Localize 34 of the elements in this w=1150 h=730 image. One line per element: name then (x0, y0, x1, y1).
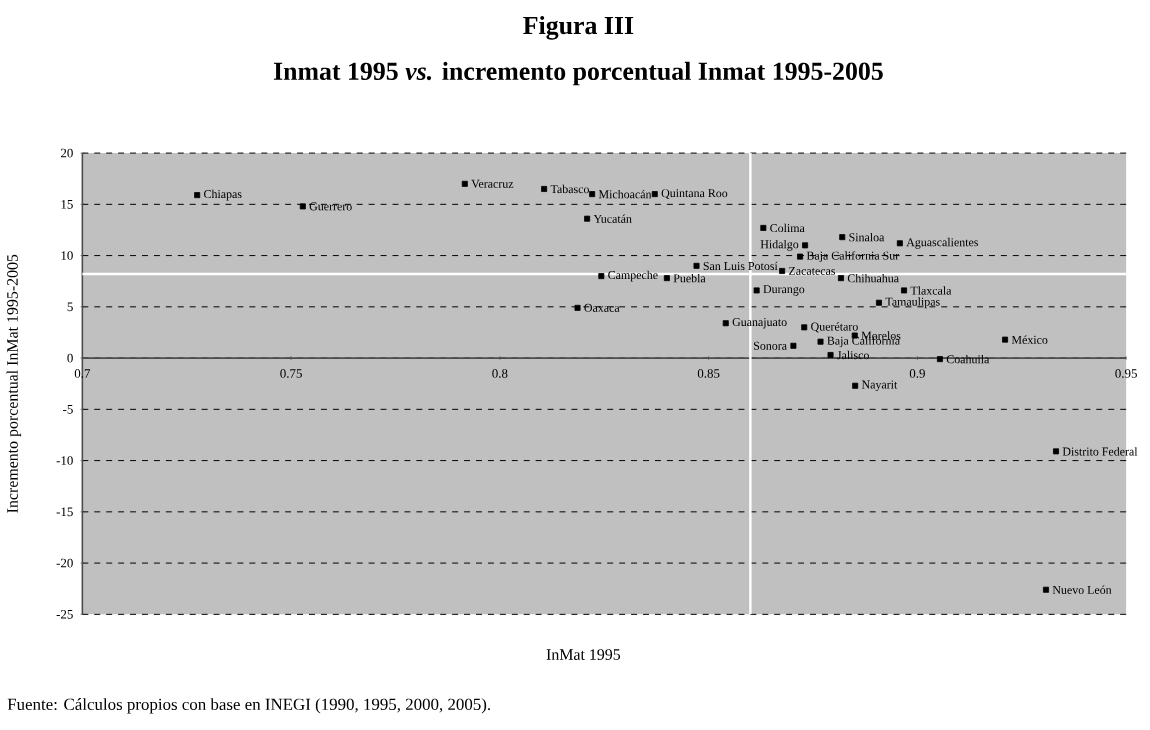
point (722, 320, 729, 327)
point (461, 181, 468, 187)
point (651, 191, 658, 198)
point (817, 338, 824, 345)
point (584, 215, 591, 222)
point (663, 275, 670, 282)
point (790, 342, 797, 349)
point (838, 275, 844, 282)
point (827, 352, 834, 359)
point (299, 203, 306, 210)
point (801, 324, 808, 331)
point (852, 382, 859, 389)
point (598, 273, 605, 280)
point (875, 299, 882, 306)
point (194, 192, 201, 199)
point (589, 191, 596, 198)
point (574, 305, 581, 312)
point (760, 225, 767, 232)
point (936, 356, 943, 363)
point (802, 242, 809, 249)
chart-title: Figura III (523, 16, 634, 40)
point (1043, 586, 1049, 593)
point (797, 253, 804, 260)
point (779, 268, 786, 275)
point (541, 186, 548, 193)
point (1002, 336, 1009, 343)
point (1053, 448, 1059, 455)
point (901, 287, 908, 294)
point (896, 240, 903, 247)
point (753, 287, 760, 294)
point (839, 234, 846, 241)
point (693, 263, 700, 269)
chart-subtitle: Inmat 1995 vs. incremento porcentual Inmat 1995-2005 (273, 62, 883, 86)
source-note: Fuente: Cálculos propios con base en INEGI (1990, 1995, 2000, 2005). (7, 698, 491, 714)
